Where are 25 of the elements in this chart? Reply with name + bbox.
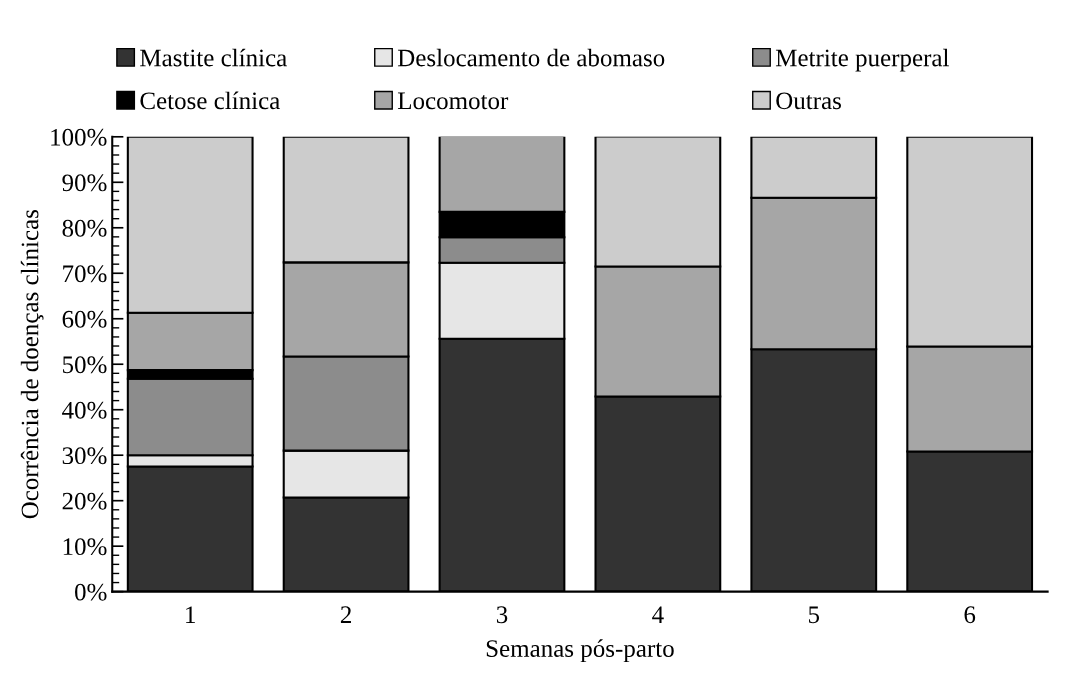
y-tick-label: 80% (62, 219, 107, 237)
y-tick-label: 0% (75, 583, 107, 601)
legend-label: Mastite clínica (140, 48, 287, 67)
legend-label: Metrite puerperal (775, 48, 949, 72)
x-tick-label: 2 (340, 606, 351, 623)
y-tick-label: 90% (62, 174, 107, 192)
x-tick-label: 3 (496, 606, 508, 624)
x-axis-title: Semanas pós-parto (486, 639, 674, 663)
x-tick-label: 4 (652, 606, 664, 623)
y-axis-title: Ocorrência de doenças clínicas (20, 210, 44, 519)
y-tick-label: 60% (62, 310, 107, 328)
x-tick-label: 5 (808, 606, 820, 624)
y-tick-label: 30% (62, 447, 107, 465)
y-tick-label: 40% (62, 401, 107, 419)
legend-label: Outras (776, 92, 841, 110)
y-tick-label: 20% (62, 492, 107, 510)
y-tick-label: 10% (63, 538, 107, 556)
y-tick-label: 100% (51, 128, 107, 146)
x-tick-label: 6 (964, 606, 976, 624)
y-tick-label: 70% (63, 265, 107, 283)
legend-label: Locomotor (397, 92, 509, 110)
x-tick-label: 1 (186, 606, 195, 623)
legend-label: Cetose clínica (140, 91, 280, 110)
legend-label: Deslocamento de abomaso (397, 48, 665, 67)
y-tick-label: 50% (63, 356, 107, 374)
